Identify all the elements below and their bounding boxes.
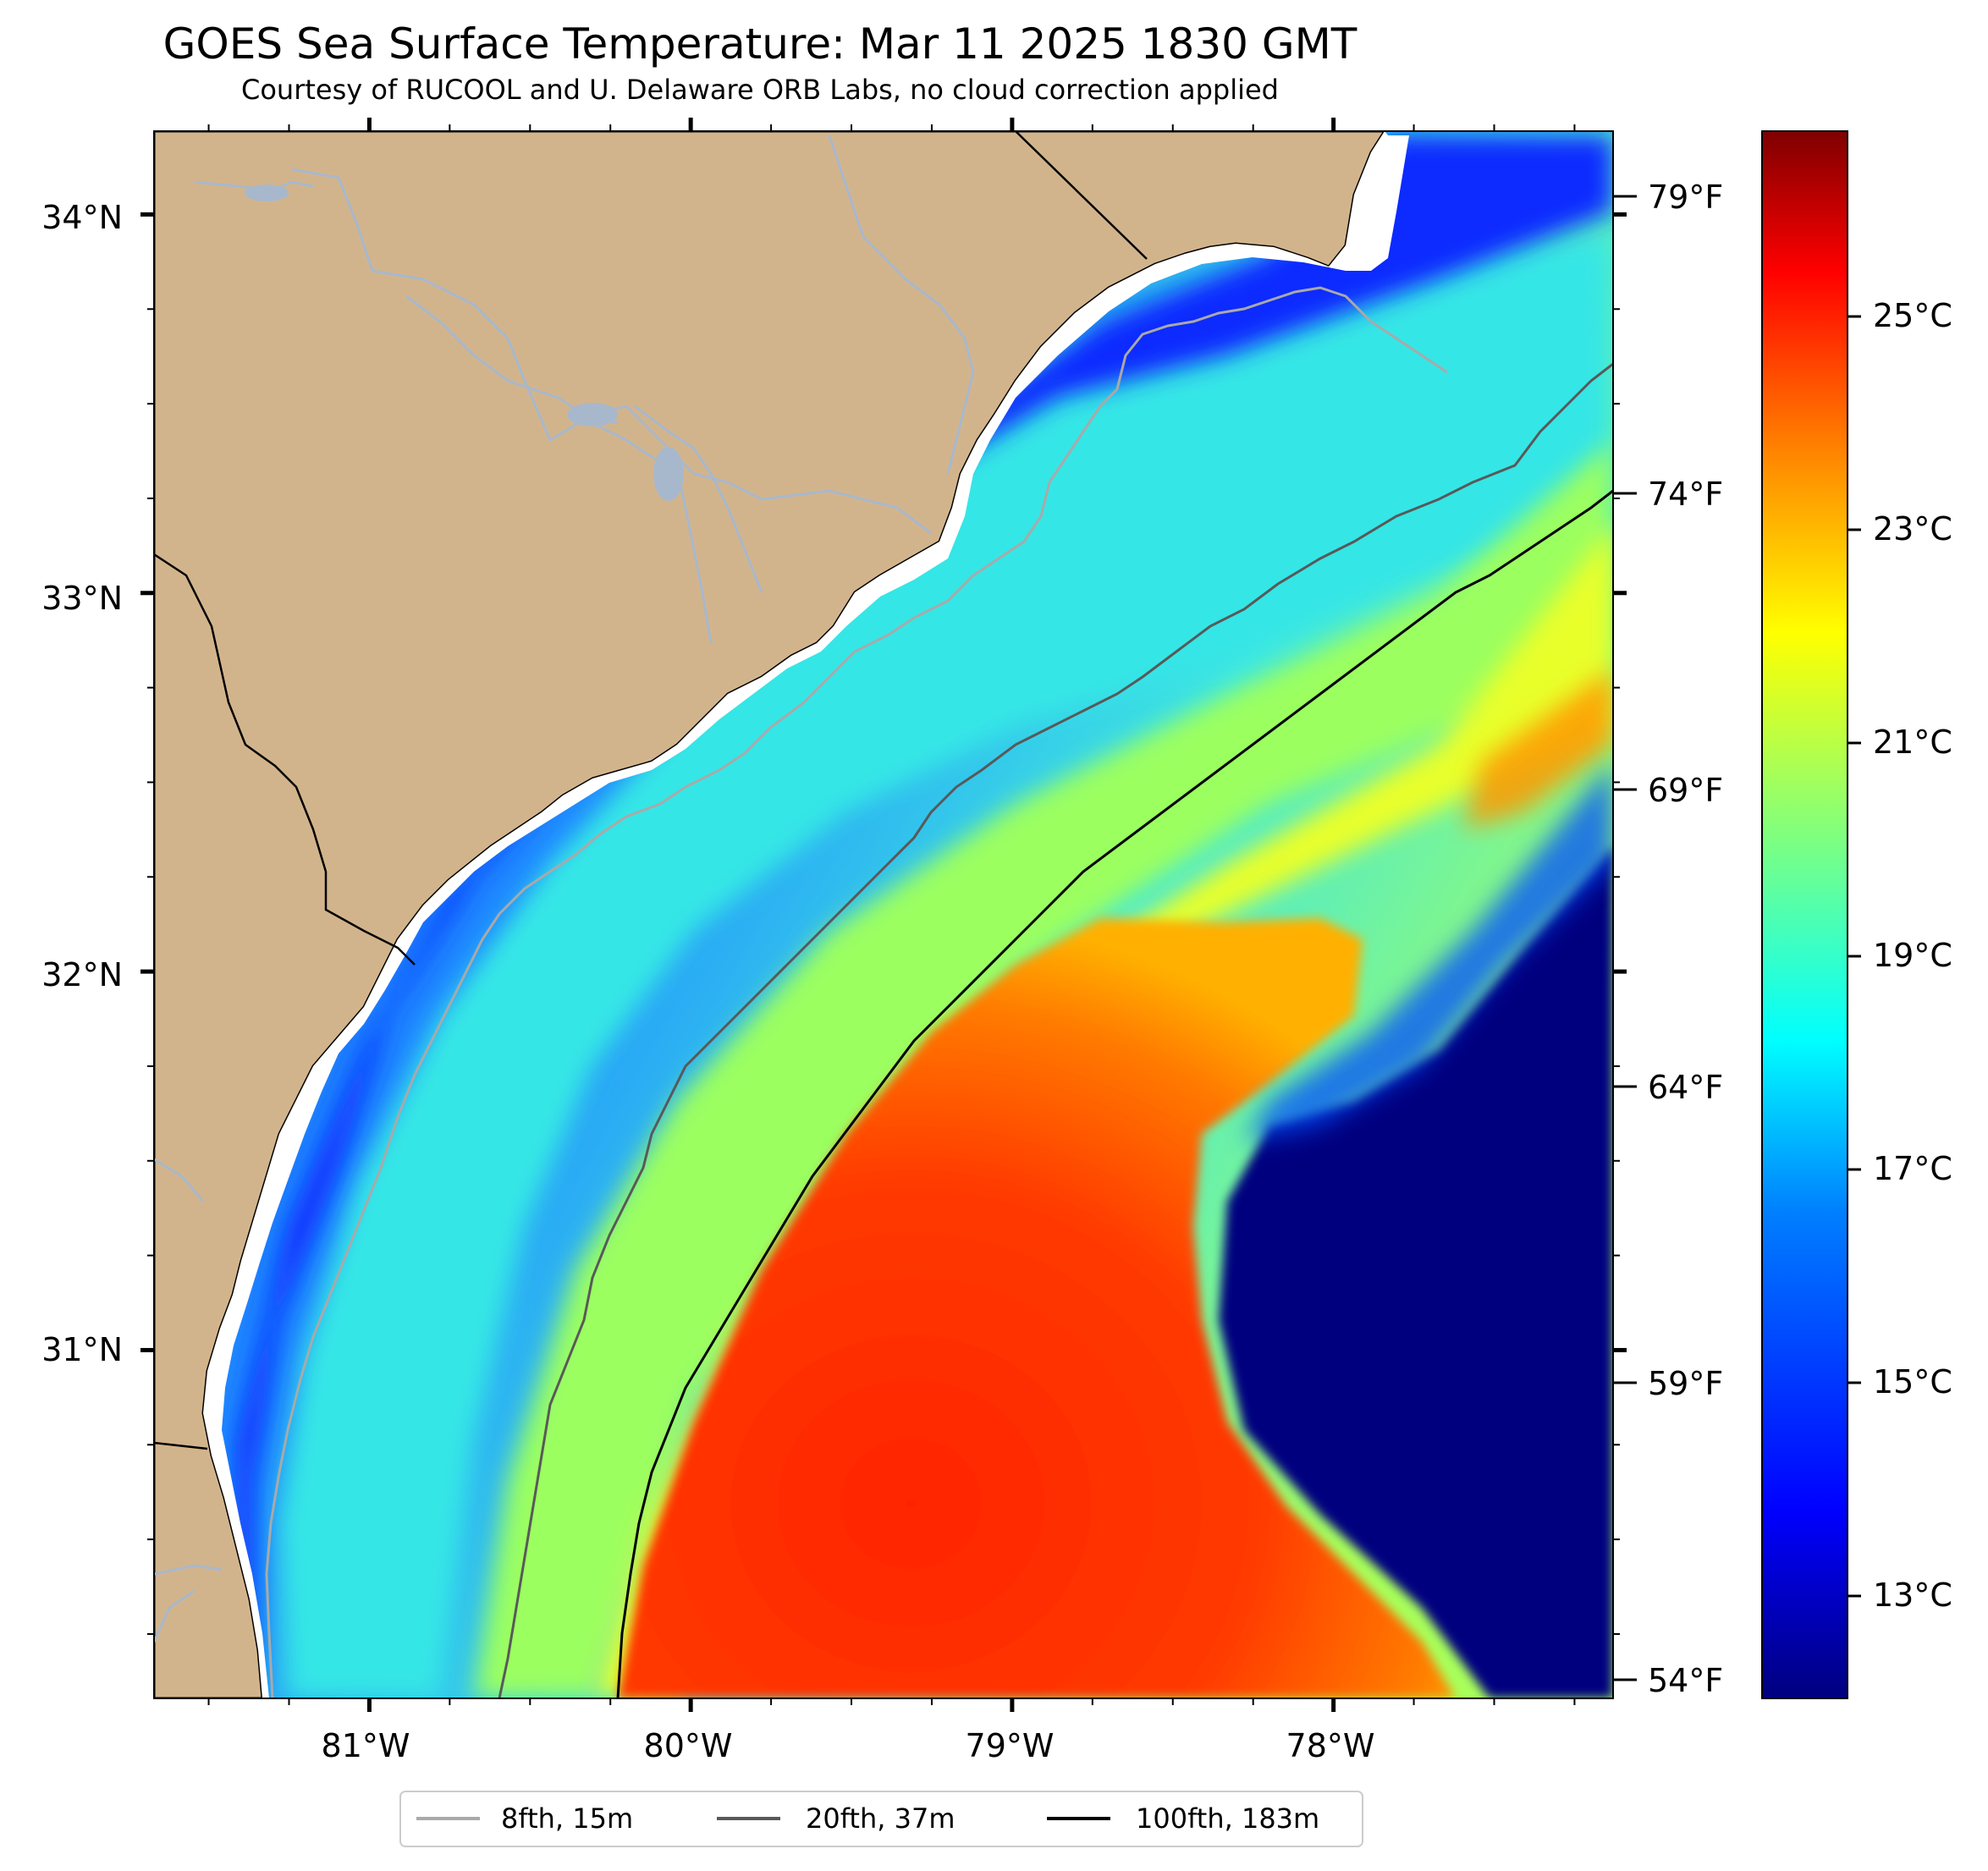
colorbar-label-19c: 19°C <box>1873 937 1952 974</box>
map-ticks <box>140 118 1627 1712</box>
lat-label-33: 33°N <box>41 580 123 617</box>
fahrenheit-label-74: 74°F <box>1648 476 1723 513</box>
legend-label-20fth: 20fth, 37m <box>806 1802 955 1835</box>
isobath-legend: 8fth, 15m 20fth, 37m 100fth, 183m <box>399 1791 1363 1847</box>
map-frame <box>153 130 1614 1699</box>
mid-shelf-cyan-zone <box>279 237 1613 1698</box>
colorbar-label-15c: 15°C <box>1873 1363 1952 1400</box>
lat-label-32: 32°N <box>41 956 123 993</box>
colorbar-label-23c: 23°C <box>1873 510 1952 548</box>
state-border-nc-sc <box>1015 131 1148 260</box>
colorbar-ticks <box>1613 195 1861 1681</box>
colorbar-labels: 25°C 23°C 21°C 19°C 17°C 15°C 13°C <box>1873 297 1952 1614</box>
lon-label-81: 81°W <box>322 1727 410 1764</box>
fahrenheit-label-59: 59°F <box>1648 1365 1723 1402</box>
legend-label-8fth: 8fth, 15m <box>501 1802 633 1835</box>
temperature-colorbar <box>1761 130 1848 1699</box>
gulf-stream-filament <box>1464 669 1613 829</box>
state-border-ga-fl <box>154 1441 208 1450</box>
offshore-cold-pool <box>1219 846 1613 1698</box>
legend-label-100fth: 100fth, 183m <box>1136 1802 1319 1835</box>
fahrenheit-label-54: 54°F <box>1648 1662 1723 1699</box>
shelf-break-yellow-zone <box>592 525 1613 1698</box>
colorbar-label-25c: 25°C <box>1873 297 1952 334</box>
lat-label-34: 34°N <box>41 199 123 236</box>
isobath-8fth-15m <box>265 286 1448 1698</box>
colorbar-label-13c: 13°C <box>1873 1577 1952 1614</box>
fahrenheit-label-64: 64°F <box>1648 1069 1723 1106</box>
fahrenheit-label-79: 79°F <box>1648 179 1723 216</box>
lat-label-31: 31°N <box>41 1331 123 1368</box>
legend-box <box>399 1791 1363 1847</box>
fahrenheit-label-69: 69°F <box>1648 772 1723 809</box>
lon-label-79: 79°W <box>966 1727 1055 1764</box>
colorbar-label-21c: 21°C <box>1873 724 1952 761</box>
colorbar-label-17c: 17°C <box>1873 1150 1952 1187</box>
isobath-20fth-37m <box>498 362 1613 1698</box>
lon-label-80: 80°W <box>644 1727 733 1764</box>
lakes <box>245 184 684 501</box>
offshore-blue-fringe <box>1244 762 1613 1142</box>
outer-shelf-green-zone <box>474 440 1613 1698</box>
gulf-stream-warm-core <box>618 918 1456 1698</box>
map-subtitle: Courtesy of RUCOOL and U. Delaware ORB L… <box>241 74 1279 106</box>
map-title: GOES Sea Surface Temperature: Mar 11 202… <box>162 19 1357 69</box>
state-border-sc-ga <box>154 553 416 966</box>
fahrenheit-labels: 79°F 74°F 69°F 64°F 59°F 54°F <box>1648 179 1723 1699</box>
lon-label-78: 78°W <box>1286 1727 1375 1764</box>
longitude-labels: 81°W 80°W 79°W 78°W <box>322 1727 1375 1764</box>
isobath-100fth-183m <box>616 489 1613 1698</box>
latitude-labels: 34°N 33°N 32°N 31°N <box>41 199 123 1368</box>
sst-map <box>154 131 1613 1698</box>
